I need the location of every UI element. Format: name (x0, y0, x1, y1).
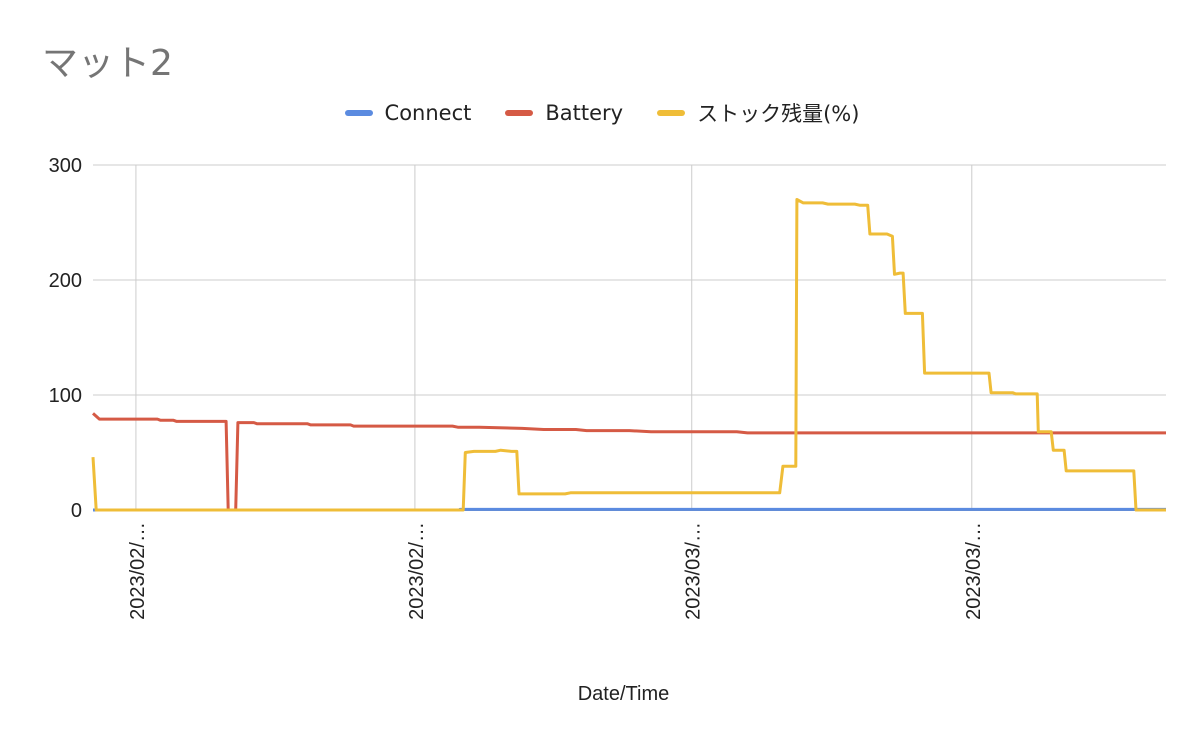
x-tick-label: 2023/02/… (127, 522, 149, 620)
legend-item-connect[interactable]: Connect (344, 98, 472, 128)
x-axis-title: Date/Time (578, 683, 670, 705)
legend-label-stock: ストック残量(%) (697, 102, 860, 126)
y-tick-label: 0 (71, 500, 82, 522)
x-axis-ticks: 2023/02/… 2023/02/… 2023/03/… 2023/03/… (127, 522, 985, 620)
y-tick-label: 100 (49, 385, 82, 407)
legend-item-battery[interactable]: Battery (505, 98, 623, 128)
legend: Connect Battery ストック残量(%) (0, 98, 1204, 128)
legend-label-connect: Connect (384, 101, 472, 125)
series-line-battery (92, 412, 1166, 512)
series-line-stock (91, 198, 1166, 512)
chart-title: マット2 (42, 43, 173, 84)
x-tick-label: 2023/03/… (683, 522, 705, 620)
y-tick-label: 300 (49, 155, 82, 177)
legend-label-battery: Battery (545, 101, 624, 125)
y-tick-label: 200 (49, 270, 82, 292)
legend-swatch-stock (657, 110, 686, 116)
legend-item-stock[interactable]: ストック残量(%) (657, 98, 859, 128)
legend-swatch-battery (505, 110, 534, 116)
series-lines (91, 198, 1166, 512)
grid-lines (93, 164, 1166, 511)
x-tick-label: 2023/03/… (963, 522, 985, 620)
x-tick-label: 2023/02/… (406, 522, 428, 620)
y-axis-ticks: 0 100 200 300 (49, 155, 82, 522)
legend-swatch-connect (344, 110, 373, 116)
